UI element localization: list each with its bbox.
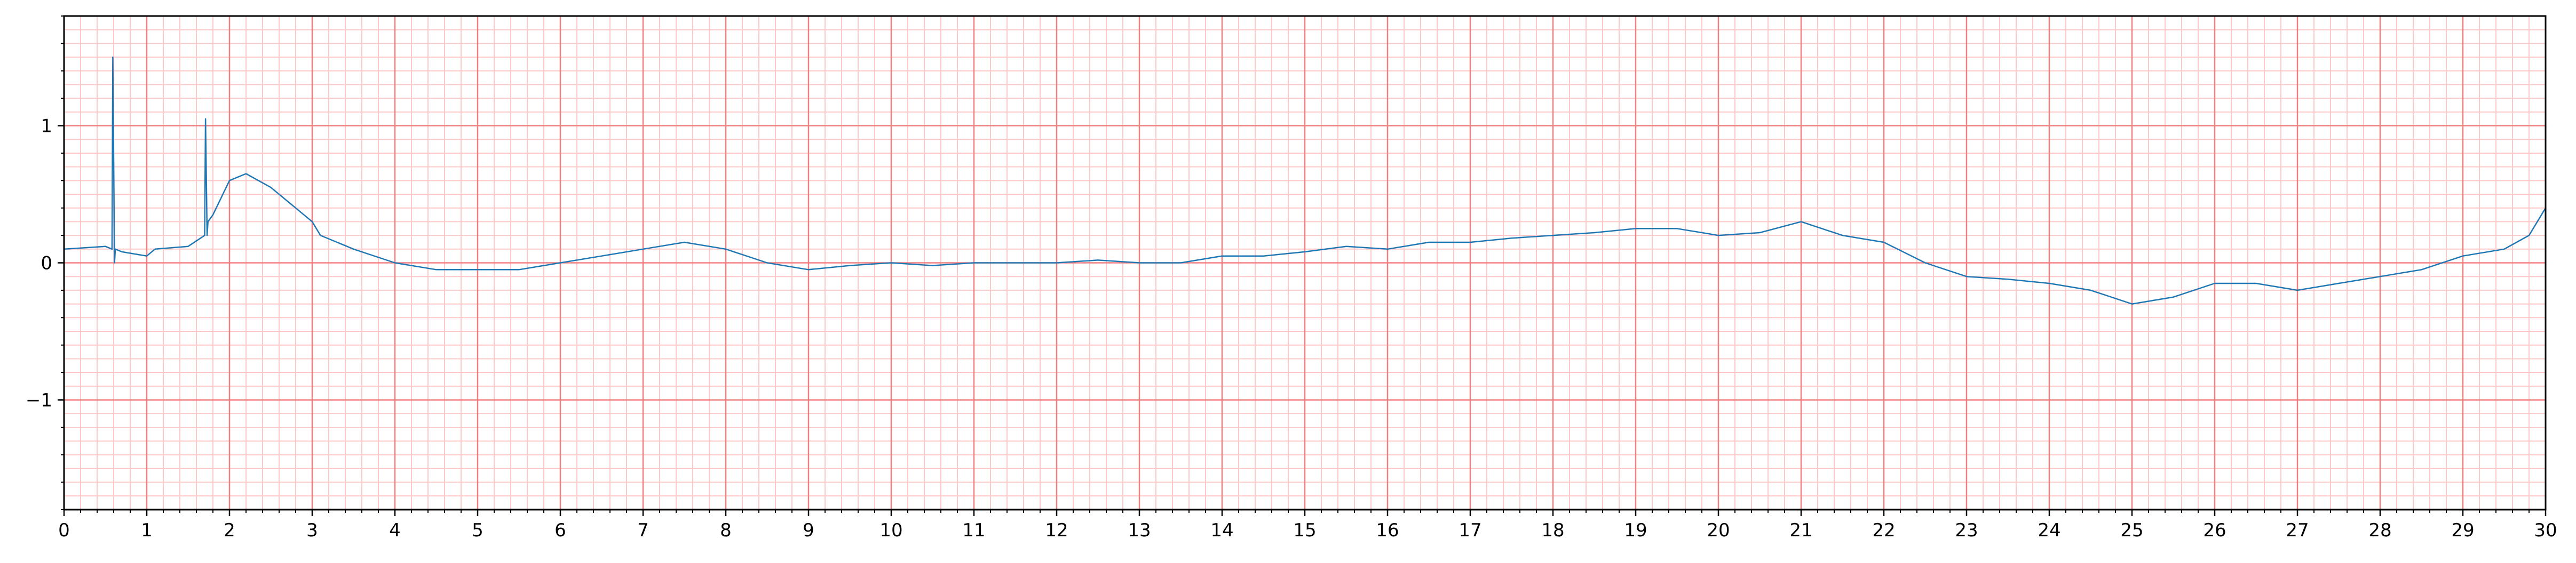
x-tick-label: 28 <box>2368 520 2391 541</box>
y-tick-label: 0 <box>41 253 52 274</box>
x-tick-label: 19 <box>1624 520 1647 541</box>
major-grid <box>63 16 2547 510</box>
y-axis: 1 0 −1 <box>26 15 64 510</box>
x-tick-label: 5 <box>472 520 484 541</box>
x-tick-label: 27 <box>2286 520 2309 541</box>
x-tick-label: 8 <box>720 520 732 541</box>
y-tick-label: −1 <box>26 390 52 411</box>
x-tick-label: 18 <box>1541 520 1564 541</box>
x-tick-label: 22 <box>1872 520 1895 541</box>
x-tick-label: 30 <box>2534 520 2557 541</box>
x-tick-label: 16 <box>1376 520 1399 541</box>
x-tick-label: 23 <box>1955 520 1978 541</box>
x-tick-label: 24 <box>2038 520 2060 541</box>
x-tick-label: 26 <box>2203 520 2226 541</box>
x-tick-label: 11 <box>962 520 985 541</box>
x-tick-label: 15 <box>1293 520 1316 541</box>
x-tick-label: 3 <box>306 520 318 541</box>
y-tick-label: 1 <box>41 116 52 137</box>
x-tick-label: 13 <box>1128 520 1151 541</box>
x-tick-label: 12 <box>1045 520 1068 541</box>
x-axis: 0 1 2 3 4 5 6 7 8 9 10 11 12 13 14 15 16 17 18 19 20 21 22 23 24… <box>58 510 2557 541</box>
x-tick-label: 1 <box>141 520 153 541</box>
x-tick-label: 9 <box>803 520 814 541</box>
series-line-0 <box>64 56 2547 305</box>
x-tick-label: 17 <box>1459 520 1481 541</box>
x-tick-label: 21 <box>1789 520 1812 541</box>
series-layer <box>64 56 2547 305</box>
x-tick-label: 4 <box>389 520 401 541</box>
x-tick-label: 10 <box>879 520 902 541</box>
x-tick-label: 2 <box>224 520 235 541</box>
x-tick-label: 25 <box>2120 520 2143 541</box>
x-tick-label: 14 <box>1210 520 1233 541</box>
x-tick-label: 20 <box>1707 520 1730 541</box>
x-tick-label: 29 <box>2451 520 2474 541</box>
x-tick-label: 7 <box>637 520 649 541</box>
x-tick-label: 0 <box>58 520 70 541</box>
x-tick-label: 6 <box>554 520 566 541</box>
